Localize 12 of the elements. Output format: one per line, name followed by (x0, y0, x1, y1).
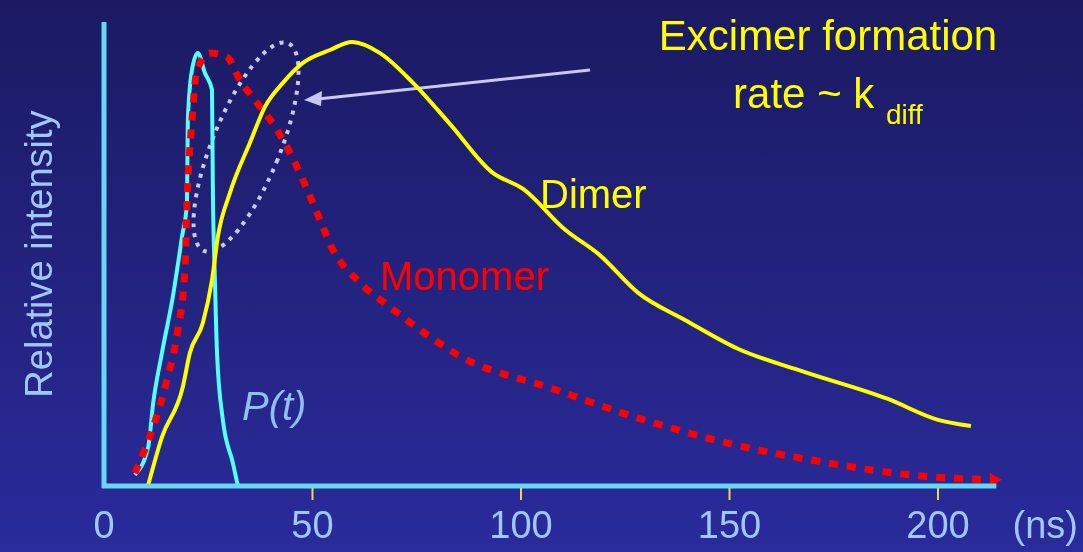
x-tick-label: 200 (906, 504, 970, 546)
x-tick-label: 100 (489, 504, 553, 546)
annotation: rate ~ k $_{diff}$ (733, 70, 924, 130)
x-axis-title: (ns) (1012, 504, 1078, 546)
x-tick-label: 50 (291, 504, 334, 546)
x-tick-label: 150 (697, 504, 762, 546)
series-label: Monomer (380, 254, 549, 298)
series-label: Dimer (540, 172, 647, 216)
y-axis-title: Relative intensity (18, 110, 60, 398)
series-label: P(t) (242, 384, 307, 428)
annotation: Excimer formation (658, 12, 998, 59)
x-tick-label: 0 (93, 504, 115, 546)
